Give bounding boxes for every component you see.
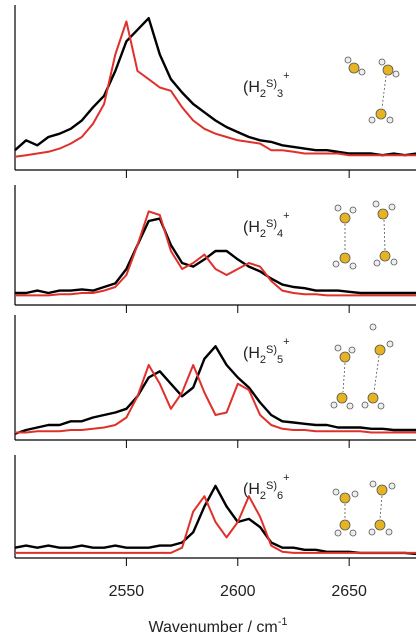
cluster-label: (H2S)4+	[243, 210, 290, 240]
spectrum-line	[15, 496, 416, 553]
cluster-label-part: +	[283, 210, 289, 222]
cluster-label: (H2S)5+	[243, 336, 290, 366]
cluster-label-part: (H	[243, 481, 260, 498]
cluster-label-part: 3	[277, 88, 283, 100]
spectrum-line	[15, 22, 416, 157]
cluster-label: (H2S)6+	[243, 472, 290, 502]
cluster-label-part: 5	[277, 354, 283, 366]
cluster-label-part: (H	[243, 79, 260, 96]
spectrum-line	[15, 211, 416, 295]
x-axis-label: Wavenumber / cm-1	[149, 616, 288, 636]
spectrum-line	[15, 219, 416, 293]
cluster-label-part: 4	[277, 228, 283, 240]
cluster-label-part: 6	[277, 490, 283, 502]
cluster-label-part: (H	[243, 345, 260, 362]
x-tick-label: 2550	[109, 583, 145, 600]
chart: (H2S)3+ (H2S)4+ (H2S)5+ 2550 2600 2650 (H2S)6+…	[0, 0, 416, 639]
cluster-label: (H2S)3+	[243, 70, 290, 100]
cluster-label-part: (H	[243, 219, 260, 236]
cluster-label-part: S)	[266, 218, 277, 230]
cluster-label-part: +	[283, 336, 289, 348]
cluster-label-part: S)	[266, 480, 277, 492]
cluster-label-part: S)	[266, 344, 277, 356]
x-tick-label: 2600	[220, 583, 256, 600]
x-axis-label-part: Wavenumber / cm	[149, 619, 278, 636]
x-tick-label: 2650	[331, 583, 367, 600]
molecule-icons	[331, 57, 399, 536]
cluster-label-part: +	[283, 472, 289, 484]
x-axis-label-part: -1	[278, 616, 288, 628]
spectrum-line	[15, 346, 416, 434]
cluster-label-part: S)	[266, 78, 277, 90]
cluster-label-part: +	[283, 70, 289, 82]
